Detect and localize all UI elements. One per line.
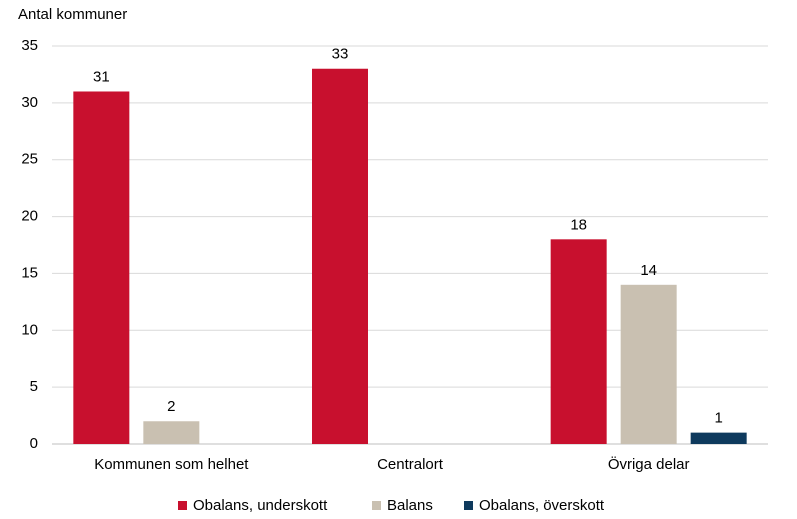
y-tick-label: 0 (30, 435, 38, 452)
x-tick-label: Kommunen som helhet (94, 456, 249, 473)
legend-swatch (178, 501, 187, 510)
legend-label: Balans (387, 497, 433, 514)
bar (550, 239, 607, 444)
y-axis-label: Antal kommuner (18, 6, 127, 23)
bar (143, 421, 200, 444)
y-tick-label: 35 (21, 37, 38, 54)
data-label: 1 (714, 410, 722, 427)
y-tick-label: 10 (21, 321, 38, 338)
bar (73, 91, 130, 444)
x-tick-label: Centralort (377, 456, 444, 473)
legend-label: Obalans, överskott (479, 497, 605, 514)
y-tick-label: 20 (21, 208, 38, 225)
legend-swatch (464, 501, 473, 510)
bar (690, 432, 747, 444)
data-label: 2 (167, 398, 175, 415)
legend-label: Obalans, underskott (193, 497, 328, 514)
x-tick-label: Övriga delar (608, 455, 690, 473)
bar (620, 284, 677, 444)
y-tick-label: 15 (21, 264, 38, 281)
data-label: 33 (332, 46, 349, 63)
data-label: 18 (570, 216, 587, 233)
y-tick-label: 5 (30, 378, 38, 395)
data-label: 31 (93, 68, 110, 85)
y-tick-label: 30 (21, 94, 38, 111)
bar (312, 68, 368, 444)
data-label: 14 (640, 262, 657, 279)
legend-swatch (372, 501, 381, 510)
y-tick-label: 25 (21, 151, 38, 168)
